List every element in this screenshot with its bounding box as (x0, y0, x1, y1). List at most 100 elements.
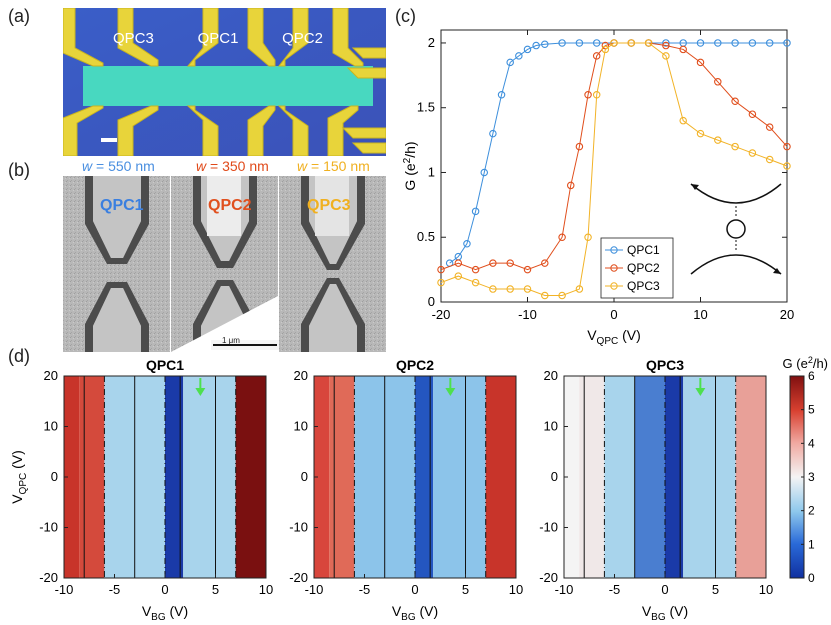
data-point-qpc3 (610, 39, 618, 47)
y-tick-label-d: 10 (44, 419, 58, 434)
data-point-qpc2 (592, 52, 601, 60)
width-label-3: w = 150 nm (297, 158, 370, 174)
x-tick-label-c: 20 (780, 307, 794, 322)
y-tick-label-d: 20 (294, 368, 308, 383)
schematic-loop-icon (726, 219, 746, 239)
x-tick-label-c: 10 (693, 307, 707, 322)
colorbar-tick-label: 2 (808, 504, 815, 518)
data-point-qpc1 (748, 39, 757, 47)
scalebar-label: 1 μm (222, 336, 240, 345)
y-tick-label-c: 0.5 (417, 229, 435, 244)
data-point-qpc3 (471, 278, 480, 287)
heatmap-region (329, 376, 355, 578)
data-point-qpc1 (731, 39, 739, 47)
colorbar-tick-label: 5 (808, 403, 815, 417)
heatmap-region (433, 376, 466, 578)
qpc-label-a-3: QPC2 (282, 30, 323, 47)
colorbar-tick-label: 4 (808, 436, 815, 450)
y-tick-label-d: 20 (544, 368, 558, 383)
heatmap-region (683, 376, 716, 578)
heatmap-region (79, 376, 105, 578)
data-point-qpc2 (714, 78, 722, 86)
heatmap-region (665, 376, 684, 578)
colorbar-tick-label: 0 (808, 571, 815, 585)
data-point-qpc3 (601, 45, 610, 54)
series-line-qpc3 (440, 42, 788, 297)
heatmap-region (415, 376, 434, 578)
heatmap-region (134, 376, 165, 578)
heatmap-region (485, 376, 516, 578)
y-tick-label-d: 0 (51, 469, 58, 484)
data-point-qpc2 (489, 259, 497, 267)
heatmap-region (354, 376, 385, 578)
data-point-qpc3 (575, 285, 584, 293)
data-point-qpc3 (558, 291, 566, 300)
schematic-arrow-icon (691, 184, 699, 190)
data-point-qpc1 (592, 39, 601, 47)
data-point-qpc3 (506, 285, 514, 293)
y-tick-label-d: -20 (39, 570, 58, 585)
micrograph-a (62, 7, 387, 157)
x-tick-label-d: 5 (462, 582, 469, 597)
x-tick-label-d: -5 (609, 582, 621, 597)
y-tick-label-c: 0 (428, 294, 435, 309)
legend-marker-c (610, 264, 618, 272)
y-axis-label-c: G (e2/h) (402, 141, 418, 190)
heatmap-region (715, 376, 736, 578)
x-tick-label-d: -5 (359, 582, 371, 597)
data-point-qpc1 (696, 39, 705, 47)
y-tick-label-d: 20 (44, 368, 58, 383)
data-point-qpc1 (523, 45, 532, 54)
heatmap-region (465, 376, 486, 578)
data-point-qpc2 (454, 259, 463, 267)
x-tick-label-d: 10 (259, 582, 273, 597)
data-point-qpc1 (765, 39, 774, 47)
x-tick-label-d: 0 (161, 582, 168, 597)
data-point-qpc2 (696, 58, 705, 67)
width-label-2: w = 350 nm (196, 158, 269, 174)
data-point-qpc2 (523, 265, 532, 274)
heatmap-region (384, 376, 415, 578)
colorbar-tick-label: 3 (808, 470, 815, 484)
heatmap-region (165, 376, 184, 578)
data-point-qpc1 (714, 39, 722, 47)
x-tick-label-d: 5 (712, 582, 719, 597)
data-point-qpc2 (541, 259, 549, 267)
data-point-qpc2 (783, 142, 791, 151)
x-axis-label-d: VBG (V) (392, 603, 438, 623)
data-point-qpc3 (584, 233, 592, 241)
y-tick-label-d: 0 (551, 469, 558, 484)
data-point-qpc2 (437, 265, 445, 274)
x-axis-label-c: VQPC (V) (587, 327, 641, 347)
green-arrow-head-icon (695, 388, 706, 396)
data-point-qpc2 (575, 142, 584, 151)
panel-label-b: (b) (8, 160, 30, 180)
heatmap-title: QPC1 (146, 357, 184, 373)
data-point-qpc3 (783, 162, 791, 170)
heatmap-title: QPC2 (396, 357, 434, 373)
colorbar-tick-label: 6 (808, 369, 815, 383)
y-tick-label-d: -20 (539, 570, 558, 585)
x-tick-label-d: 5 (212, 582, 219, 597)
data-point-qpc2 (567, 181, 575, 190)
x-tick-label-d: 10 (509, 582, 523, 597)
data-point-qpc3 (662, 52, 670, 60)
data-point-qpc2 (558, 233, 566, 241)
panel-label-c: (c) (395, 6, 416, 26)
data-point-qpc2 (662, 41, 670, 50)
data-point-qpc3 (541, 291, 549, 300)
data-point-qpc2 (471, 265, 480, 274)
heatmap-region (235, 376, 266, 578)
data-point-qpc1 (497, 91, 506, 99)
heatmap-region (634, 376, 665, 578)
y-tick-label-d: -10 (289, 520, 308, 535)
data-point-qpc1 (480, 168, 489, 177)
y-axis-label-d: VQPC (V) (9, 450, 29, 504)
data-point-qpc3 (523, 285, 532, 293)
legend-marker-c (610, 282, 618, 290)
schematic-upper-path (690, 183, 782, 204)
y-tick-label-d: -20 (289, 570, 308, 585)
